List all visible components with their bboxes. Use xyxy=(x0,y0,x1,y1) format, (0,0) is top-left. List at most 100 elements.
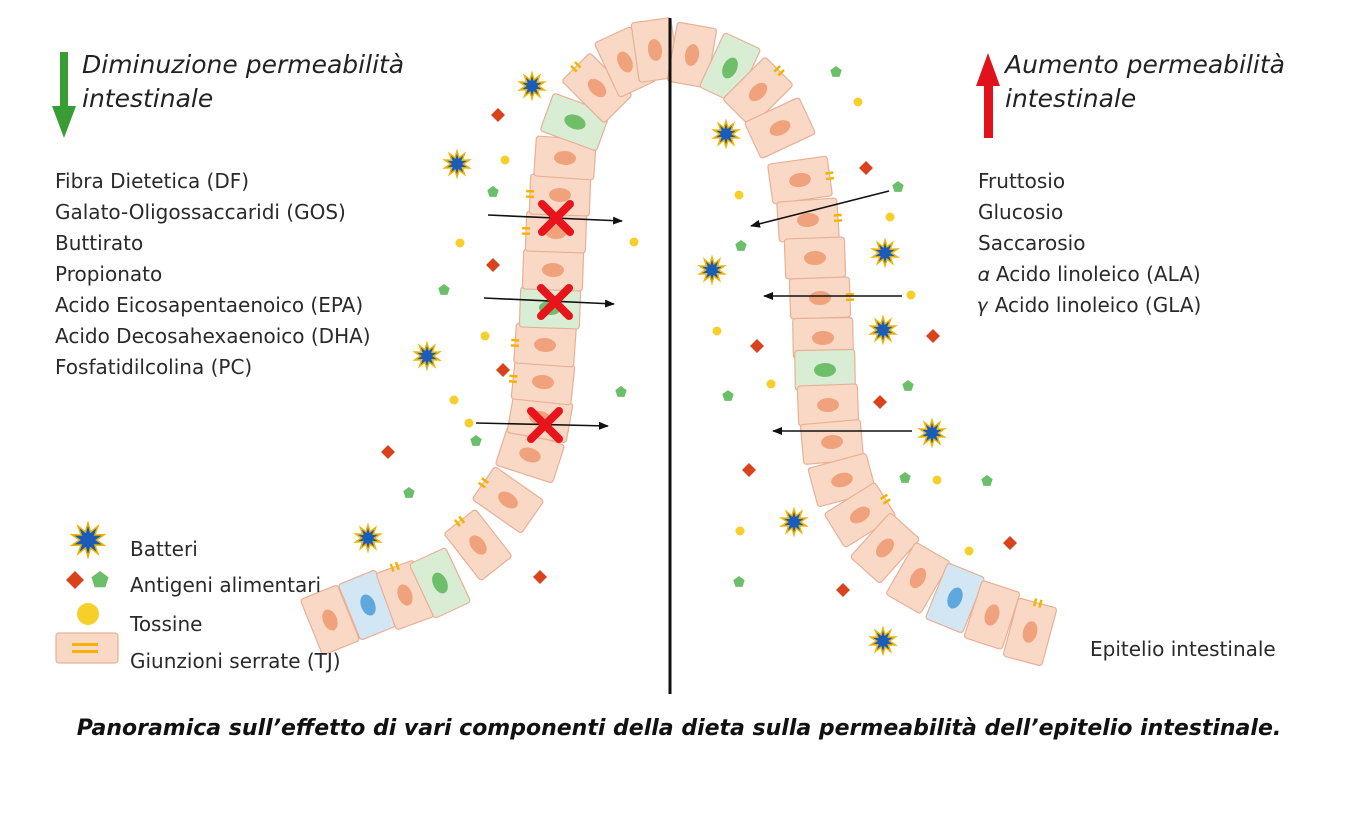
antigen-diamond-icon xyxy=(381,445,395,459)
bacteria-icon xyxy=(442,148,472,180)
tight-junction-legend-icon xyxy=(55,632,119,664)
toxin-icon xyxy=(964,546,974,556)
tight-junction xyxy=(453,519,461,527)
toxin-icon xyxy=(932,475,942,485)
cell-nucleus xyxy=(532,374,554,390)
epithelial-cell xyxy=(525,173,592,217)
epithelial-cell xyxy=(963,580,1021,650)
toxin-icon xyxy=(77,603,99,625)
antigen-pentagon-icon xyxy=(438,284,450,295)
legend-tj-label: Giunzioni serrate (TJ) xyxy=(130,649,341,673)
bacteria-icon xyxy=(779,506,809,538)
block-x-icon xyxy=(537,284,573,320)
cell-nucleus xyxy=(554,150,576,166)
cell-nucleus xyxy=(587,78,607,98)
epithelial-cell xyxy=(776,197,843,243)
epithelium-label: Epitelio intestinale xyxy=(1090,637,1276,661)
toxin-icon xyxy=(500,155,510,165)
bacteria-icon xyxy=(69,520,107,560)
epithelial-cell xyxy=(1002,597,1058,667)
toxin-icon xyxy=(906,290,916,300)
cell-nucleus xyxy=(875,538,895,558)
bacteria-icon xyxy=(412,340,442,372)
tight-junction xyxy=(570,65,578,73)
antigen-diamond-icon xyxy=(873,395,887,409)
cell-nucleus xyxy=(534,337,556,353)
increase-heading-line2: intestinale xyxy=(1005,84,1137,113)
decrease-factors-list: Fibra Dietetica (DF) Galato-Oligossaccar… xyxy=(55,166,371,383)
tight-junction xyxy=(522,226,531,230)
tight-junction xyxy=(825,171,834,175)
cell-nucleus xyxy=(812,330,834,346)
epithelial-cell xyxy=(796,383,860,427)
epithelial-cell xyxy=(767,155,835,205)
antigen-pentagon-icon xyxy=(735,240,747,251)
tight-junction xyxy=(526,189,535,193)
tight-junction xyxy=(825,176,835,181)
legend-symbols xyxy=(55,520,119,664)
toxin-icon xyxy=(712,326,722,336)
list-item: Galato-Oligossaccaridi (GOS) xyxy=(55,200,346,224)
cell-nucleus xyxy=(542,262,564,278)
bacteria-icon xyxy=(711,118,741,150)
tight-junction xyxy=(510,344,519,348)
tight-junction xyxy=(481,477,489,484)
antigen-pentagon-icon xyxy=(892,181,904,192)
tight-junction xyxy=(574,61,582,69)
cell-nucleus xyxy=(831,472,853,488)
list-item: Propionato xyxy=(55,262,163,286)
cell-nucleus xyxy=(814,362,836,378)
epithelial-cell xyxy=(850,512,920,584)
list-item: Acido Eicosapentaenoico (EPA) xyxy=(55,293,364,317)
epithelial-cell xyxy=(723,57,793,127)
tight-junction xyxy=(389,563,395,572)
antigen-pentagon-icon xyxy=(733,576,745,587)
epithelial-cell xyxy=(472,466,544,534)
legend-toxins-label: Tossine xyxy=(130,612,203,636)
legend-bacteria-label: Batteri xyxy=(130,537,198,561)
epithelium-cells xyxy=(300,17,1058,667)
toxin-icon xyxy=(885,212,895,222)
increase-factors-list: Fruttosio Glucosio Saccarosio 𝛼 Acido li… xyxy=(978,166,1201,321)
epithelial-cell xyxy=(508,358,576,406)
bacteria-icon xyxy=(697,254,727,286)
cell-nucleus xyxy=(322,609,338,631)
cell-nucleus xyxy=(789,172,811,188)
toxin-icon xyxy=(629,237,639,247)
list-item: Saccarosio xyxy=(978,231,1086,255)
cell-nucleus xyxy=(769,120,791,136)
cell-nucleus xyxy=(804,250,826,266)
antigen-diamond-icon xyxy=(742,463,756,477)
cell-nucleus xyxy=(684,44,700,66)
toxin-icon xyxy=(735,526,745,536)
epithelial-cell xyxy=(562,53,632,123)
tight-junction xyxy=(521,232,530,236)
tight-junction xyxy=(773,65,781,73)
tight-junction xyxy=(477,481,486,489)
toxin-icon xyxy=(455,238,465,248)
cell-nucleus xyxy=(549,187,571,203)
epithelial-cell xyxy=(444,509,512,581)
cell-nucleus xyxy=(817,397,839,413)
antigen-diamond-icon xyxy=(66,571,84,589)
legend-antigens-label: Antigeni alimentari xyxy=(130,573,322,597)
cell-nucleus xyxy=(397,584,413,606)
tight-junction xyxy=(1032,598,1038,607)
tight-junction xyxy=(834,219,843,223)
list-item: Fosfatidilcolina (PC) xyxy=(55,355,253,379)
antigen-pentagon-icon xyxy=(899,472,911,483)
tight-junction xyxy=(525,195,534,199)
cell-nucleus xyxy=(647,39,663,61)
epithelial-cell xyxy=(824,482,896,548)
toxin-icon xyxy=(734,190,744,200)
tight-junction xyxy=(846,298,855,302)
block-x-icon xyxy=(538,200,574,236)
passing-arrow xyxy=(750,190,890,228)
bacteria-icon xyxy=(868,314,898,346)
transport-arrows xyxy=(475,190,912,443)
cell-nucleus xyxy=(1022,621,1038,643)
tight-junction xyxy=(511,338,520,342)
tight-junction xyxy=(777,69,785,77)
list-item: Acido Decosahexaenoico (DHA) xyxy=(55,324,371,348)
